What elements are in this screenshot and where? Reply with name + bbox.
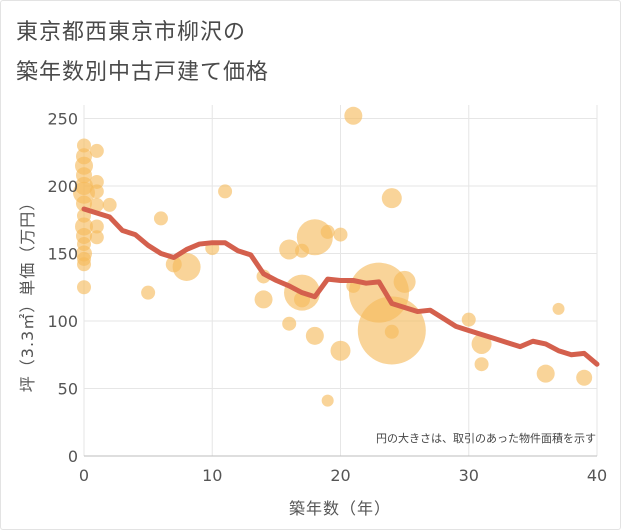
data-bubble (576, 369, 593, 386)
data-bubble (89, 230, 104, 245)
x-tick-label: 20 (330, 466, 350, 485)
y-tick-label: 150 (47, 245, 78, 264)
x-tick-label: 0 (79, 466, 89, 485)
data-bubble (77, 257, 91, 272)
trend-line (81, 206, 600, 367)
x-tick-labels: 0 10 20 30 40 (79, 466, 607, 485)
data-bubble (89, 219, 104, 234)
x-tick-label: 40 (587, 466, 607, 485)
data-bubble (393, 270, 416, 293)
bubble-size-note: 円の大きさは、取引のあった物件面積を示す (376, 431, 596, 445)
data-bubble (461, 312, 476, 327)
data-bubble (305, 326, 324, 345)
data-bubble (76, 195, 92, 212)
data-bubble (333, 227, 348, 242)
y-tick-labels: 0 50 100 150 200 250 (47, 110, 78, 467)
data-bubble (141, 285, 156, 300)
y-tick-label: 100 (47, 312, 78, 331)
data-bubble (89, 197, 104, 212)
data-bubble (77, 138, 91, 153)
chart-title-line2: 築年数別中古戸建て価格 (16, 60, 270, 85)
chart-title-line1: 東京都西東京市柳沢の (16, 20, 247, 45)
data-bubble (279, 239, 300, 260)
data-bubble (89, 184, 104, 199)
data-bubble (384, 324, 399, 339)
data-bubble (77, 280, 91, 295)
data-bubble (321, 394, 334, 407)
data-bubble (330, 340, 351, 361)
data-bubble (474, 357, 489, 372)
y-tick-label: 0 (68, 447, 78, 466)
y-axis-title: 坪（3.3㎡）単価（万円） (18, 194, 37, 392)
data-bubble (471, 333, 492, 354)
x-tick-label: 10 (202, 466, 222, 485)
data-bubble (218, 184, 233, 199)
data-bubble (254, 290, 273, 309)
data-bubble (381, 188, 402, 209)
y-tick-label: 250 (47, 110, 78, 129)
x-axis-title: 築年数（年） (289, 499, 391, 518)
data-bubble (102, 197, 117, 212)
y-tick-label: 200 (47, 177, 78, 196)
data-bubble (282, 316, 297, 331)
data-bubble (536, 364, 555, 383)
data-bubble (89, 143, 104, 158)
data-bubble (344, 106, 363, 125)
data-bubble (320, 224, 335, 239)
x-tick-label: 30 (459, 466, 479, 485)
y-tick-label: 50 (58, 380, 78, 399)
data-bubble (552, 302, 565, 315)
data-bubble (153, 211, 168, 226)
bubble-layer (73, 106, 593, 407)
data-bubble (172, 253, 201, 281)
